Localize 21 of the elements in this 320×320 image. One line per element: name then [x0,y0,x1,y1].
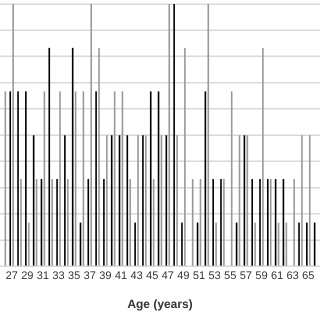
x-tick-label: 57 [240,270,252,282]
x-tick-label: 43 [130,270,143,282]
x-tick-label: 33 [52,270,65,282]
x-tick-label: 59 [255,270,268,282]
x-tick-label: 37 [84,270,96,282]
x-tick-label: 31 [36,270,50,282]
x-tick-label: 41 [114,270,128,282]
x-tick-label: 39 [99,270,112,282]
x-tick-label: 29 [21,270,34,282]
x-tick-label: 53 [208,270,221,282]
x-tick-label: 49 [177,270,190,282]
x-tick-label: 51 [192,270,206,282]
x-tick-label: 63 [286,270,299,282]
x-tick-label: 61 [270,270,284,282]
x-tick-label: 27 [6,270,18,282]
x-tick-label: 45 [146,270,158,282]
x-tick-label: 47 [162,270,174,282]
x-axis-title: Age (years) [127,297,193,312]
x-tick-label: 55 [224,270,236,282]
x-tick-label: 35 [68,270,80,282]
x-tick-label: 65 [302,270,314,282]
